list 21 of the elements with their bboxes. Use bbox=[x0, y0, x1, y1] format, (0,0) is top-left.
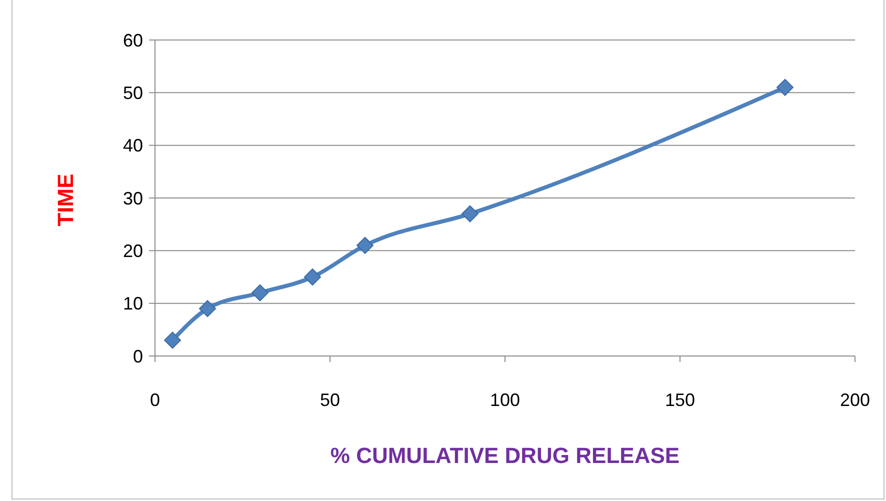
y-tick-label: 40 bbox=[122, 136, 143, 156]
y-tick-label: 50 bbox=[122, 82, 143, 103]
x-tick-label: 200 bbox=[840, 390, 870, 410]
point bbox=[252, 284, 268, 302]
y-tick-label: 20 bbox=[122, 240, 143, 261]
x-tick-label: 100 bbox=[490, 390, 520, 410]
point bbox=[356, 236, 374, 254]
y-axis-title: TIME bbox=[53, 174, 78, 226]
x-tick-label: 150 bbox=[664, 390, 696, 410]
y-tick-label: 0 bbox=[132, 346, 143, 366]
point bbox=[164, 332, 181, 349]
x-tick-label: 50 bbox=[320, 390, 340, 410]
y-tick-label: 30 bbox=[122, 188, 143, 208]
point bbox=[776, 78, 794, 96]
y-tick-label: 10 bbox=[122, 294, 143, 314]
x-axis-title: % CUMULATIVE DRUG RELEASE bbox=[330, 443, 680, 468]
x-tick-label: 0 bbox=[150, 390, 160, 410]
y-tick-label: 60 bbox=[122, 30, 143, 50]
point bbox=[304, 268, 321, 286]
point bbox=[199, 300, 216, 318]
point bbox=[462, 205, 478, 222]
